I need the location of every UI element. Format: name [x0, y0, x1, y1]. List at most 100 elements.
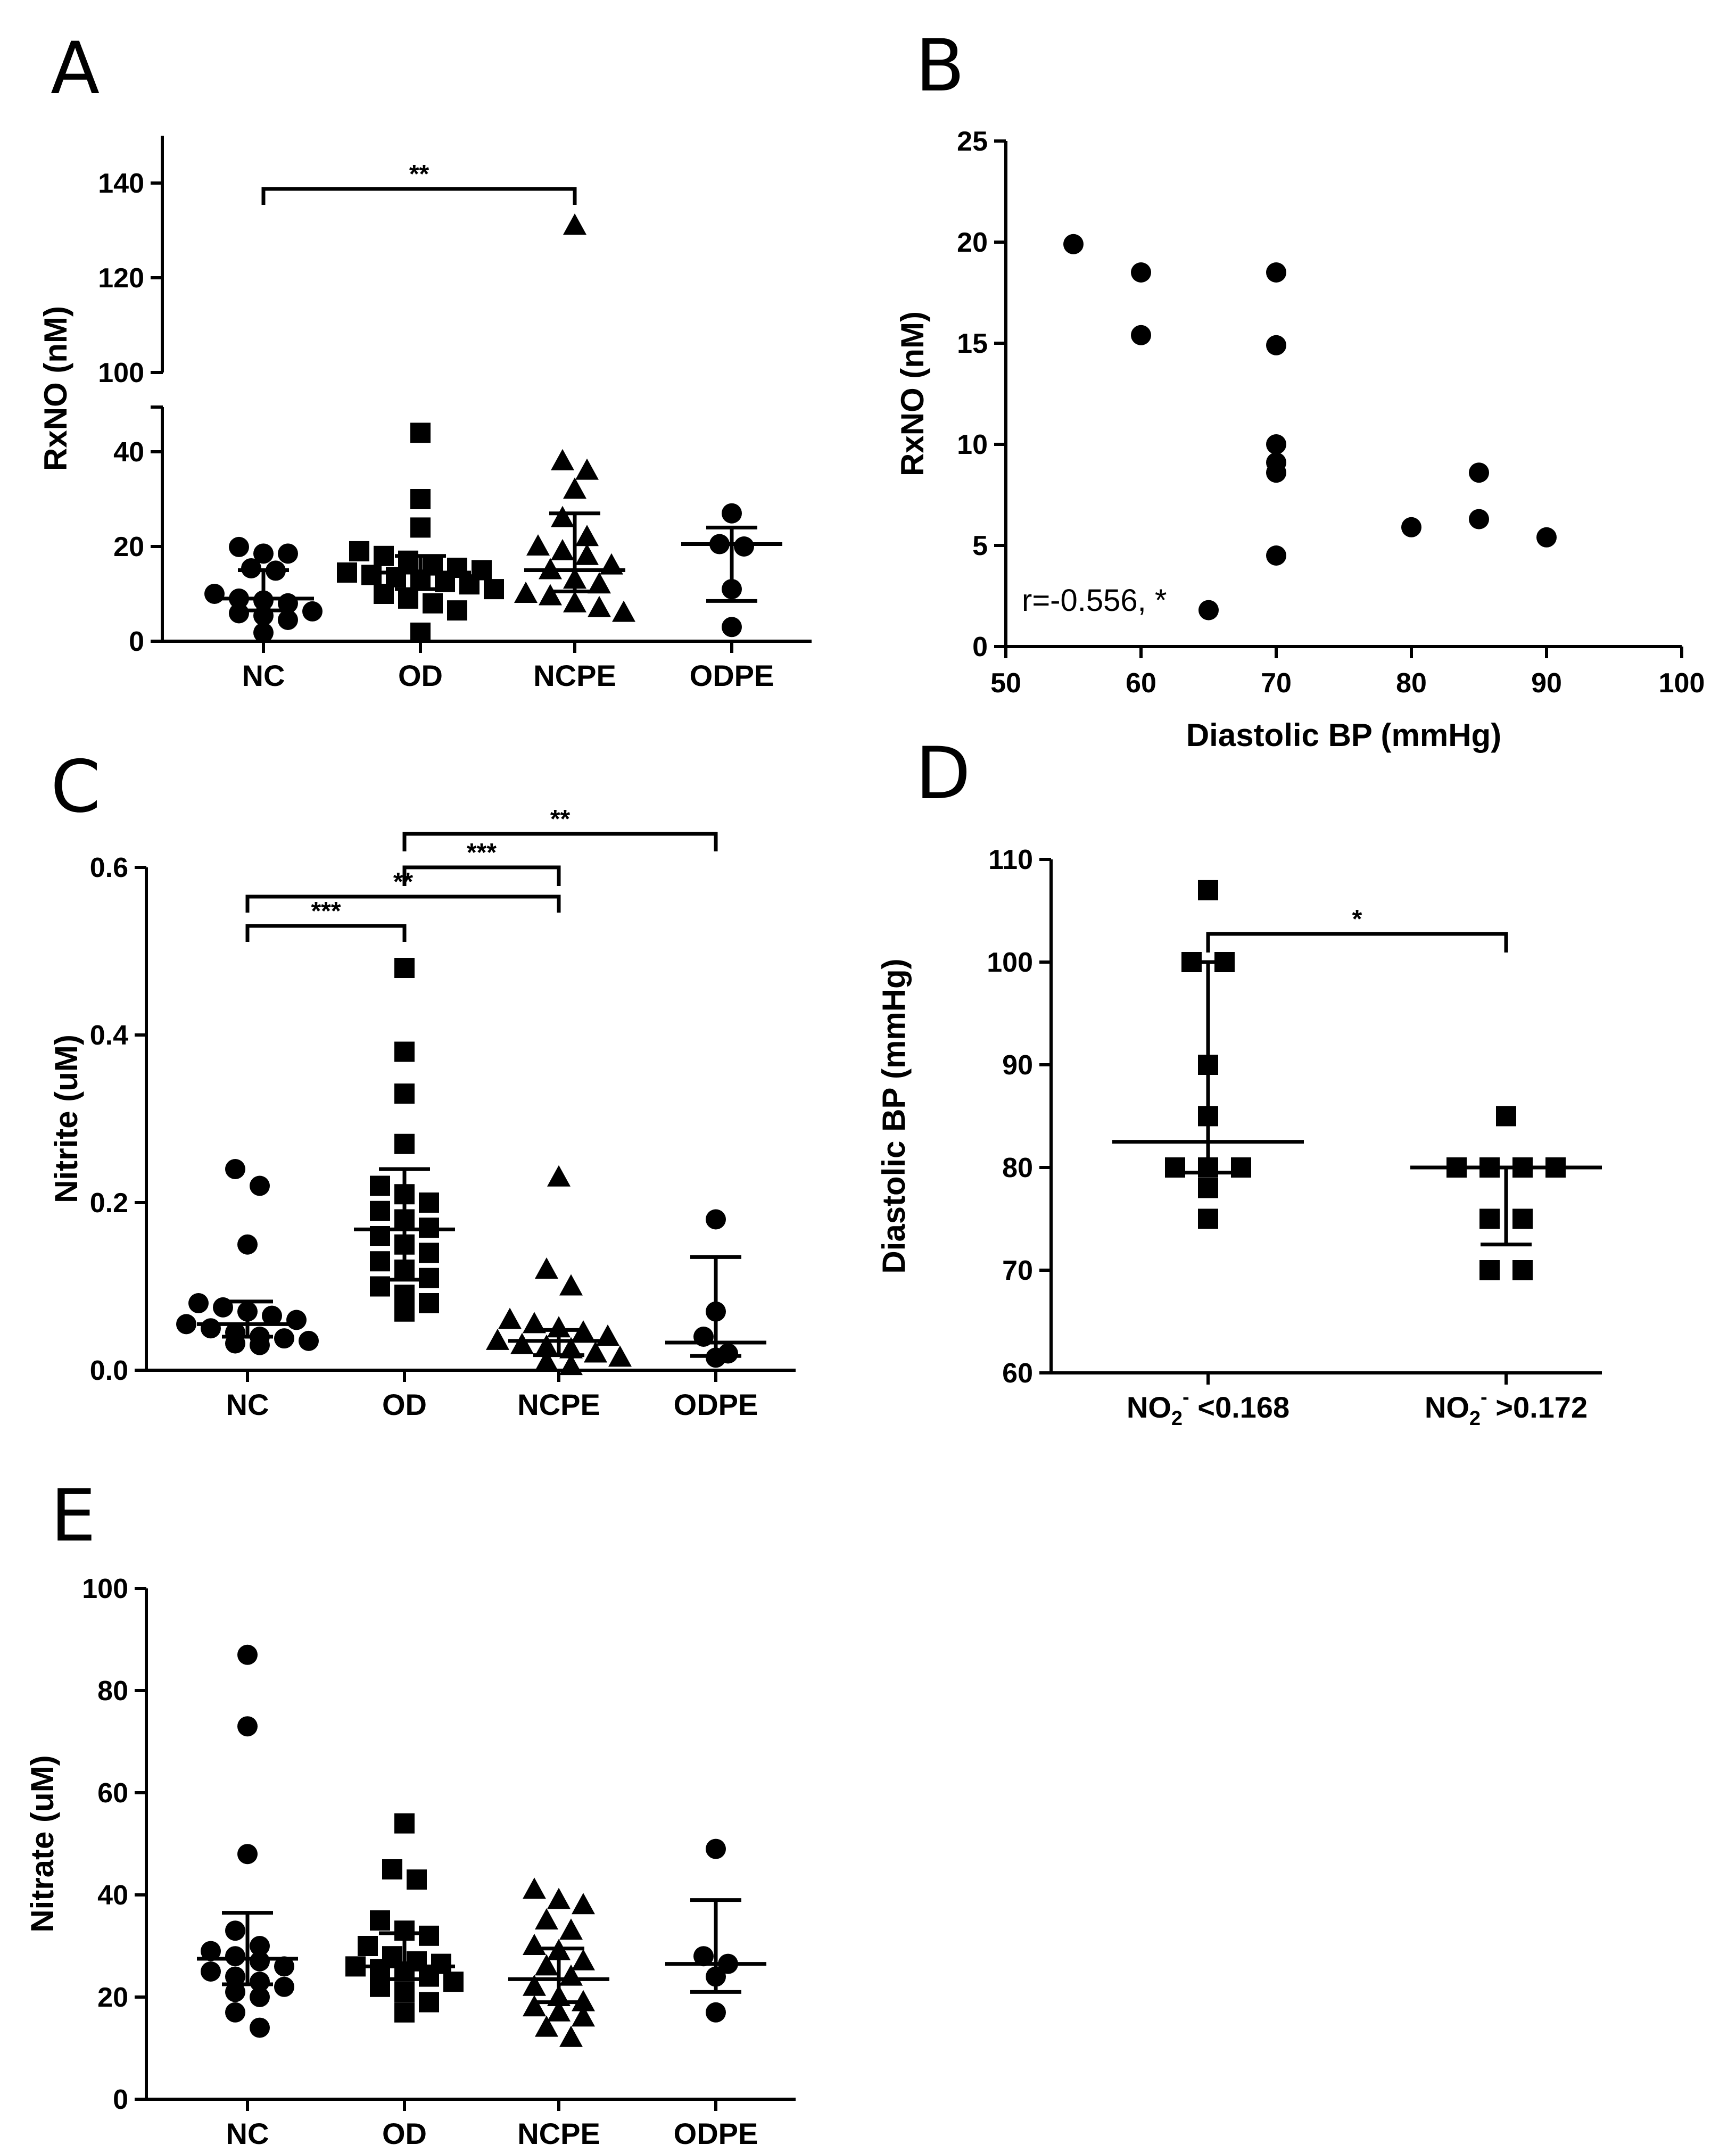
data-point-nc — [250, 1951, 270, 1972]
data-point-ncpe — [539, 584, 562, 606]
data-point-ncpe — [608, 1345, 632, 1367]
significance-label: * — [1352, 905, 1362, 933]
data-point-ncpe — [535, 2015, 558, 2037]
y-tick-label: 100 — [987, 947, 1033, 978]
panel-letter-d: D — [915, 732, 971, 815]
data-point-ncpe — [523, 1934, 546, 1955]
data-point — [1266, 462, 1286, 483]
x-category-label: NO2- <0.168 — [1127, 1386, 1289, 1430]
y-axis-title: Nitrate (uM) — [24, 1755, 60, 1932]
y-tick-label: 20 — [113, 532, 144, 562]
correlation-annotation: r=-0.556, * — [1022, 583, 1167, 618]
data-point-no2-0-172 — [1479, 1260, 1500, 1280]
data-point-ncpe — [575, 458, 599, 480]
panel-letter-a: A — [51, 27, 100, 110]
data-point — [1131, 325, 1151, 345]
data-point-odpe — [718, 1343, 738, 1364]
data-point-od — [370, 1175, 390, 1196]
data-point-nc — [278, 609, 298, 630]
y-tick-label: 0.0 — [90, 1355, 128, 1386]
data-point-od — [419, 1992, 439, 2013]
data-point-ncpe — [572, 1893, 595, 1915]
y-tick-label: 20 — [97, 1982, 128, 2013]
data-point-no2-0-168 — [1198, 880, 1218, 900]
y-tick-label: 40 — [113, 437, 144, 468]
x-category-label-od: OD — [382, 1388, 427, 1421]
data-point-od — [337, 562, 357, 583]
x-category-label-od: OD — [382, 2117, 427, 2145]
data-point-od — [398, 588, 418, 609]
data-point-no2-0-168 — [1165, 1157, 1185, 1178]
data-point-nc — [229, 536, 249, 557]
data-point — [1536, 527, 1557, 548]
x-axis-title: Diastolic BP (mmHg) — [1186, 717, 1501, 753]
y-tick-label: 90 — [1002, 1050, 1033, 1081]
data-point-odpe — [693, 1946, 714, 1967]
data-point-nc — [225, 1159, 245, 1179]
data-point-od — [394, 1285, 415, 1305]
y-axis-title: RxNO (nM) — [895, 311, 930, 476]
data-point-ncpe — [547, 2000, 571, 2022]
y-tick-label: 10 — [957, 429, 988, 460]
data-point-ncpe — [559, 1354, 583, 1376]
y-tick-label: 100 — [98, 358, 144, 388]
significance-bracket — [245, 924, 407, 942]
data-point-nc — [299, 1330, 319, 1351]
data-point-ncpe — [535, 1334, 558, 1356]
data-point-ncpe — [563, 591, 586, 612]
data-point-ncpe — [563, 477, 586, 499]
y-tick-label: 20 — [957, 227, 988, 258]
data-point-nc — [225, 1982, 245, 2002]
data-point — [1063, 234, 1084, 254]
data-point-od — [382, 1859, 402, 1879]
data-point-nc — [278, 543, 298, 564]
significance-bracket — [402, 832, 718, 851]
data-point-od — [419, 1243, 439, 1263]
data-point-ncpe — [535, 1349, 558, 1371]
significance-label: ** — [550, 805, 571, 833]
data-point-odpe — [734, 536, 754, 557]
data-point-ncpe — [551, 539, 574, 560]
y-tick-label: 80 — [97, 1676, 128, 1707]
data-point-nc — [250, 2017, 270, 2038]
data-point-nc — [253, 543, 274, 564]
data-point-nc — [225, 1920, 245, 1941]
y-tick-label: 15 — [957, 328, 988, 359]
x-category-label-odpe: ODPE — [674, 2117, 758, 2145]
x-category-label-odpe: ODPE — [674, 1388, 758, 1421]
data-point-no2-0-172 — [1479, 1208, 1500, 1229]
data-point-od — [419, 1293, 439, 1313]
x-tick-label: 90 — [1531, 668, 1562, 699]
x-tick-label: 70 — [1261, 668, 1292, 699]
x-tick-label: 60 — [1126, 668, 1156, 699]
data-point-od — [407, 1869, 427, 1890]
data-point-nc — [250, 1987, 270, 2007]
data-point-ncpe — [523, 1877, 546, 1899]
y-tick-label: 25 — [957, 126, 988, 157]
data-point-od — [394, 1982, 415, 2002]
data-point-od — [374, 545, 394, 566]
data-point-od — [349, 541, 369, 561]
data-point-nc — [237, 1234, 258, 1255]
data-point-ncpe — [523, 1995, 546, 2017]
data-point-od — [472, 560, 492, 581]
data-point-od — [394, 958, 415, 978]
data-point-ncpe — [551, 449, 574, 470]
y-tick-label: 120 — [98, 263, 144, 294]
data-point — [1266, 434, 1286, 454]
data-point-od — [361, 565, 382, 585]
data-point-no2-0-172 — [1512, 1260, 1533, 1280]
significance-bracket — [402, 865, 561, 886]
data-point-od — [370, 1910, 390, 1931]
data-point — [1266, 545, 1286, 566]
data-point-od — [394, 1133, 415, 1154]
data-point-ncpe — [551, 506, 574, 527]
x-tick-label: 100 — [1659, 668, 1705, 699]
data-point-ncpe — [559, 2025, 583, 2047]
data-point-ncpe — [575, 525, 599, 546]
x-category-label-nc: NC — [242, 659, 285, 692]
data-point-od — [410, 622, 431, 643]
data-point-nc — [225, 1946, 245, 1967]
y-tick-label: 0.2 — [90, 1188, 128, 1219]
